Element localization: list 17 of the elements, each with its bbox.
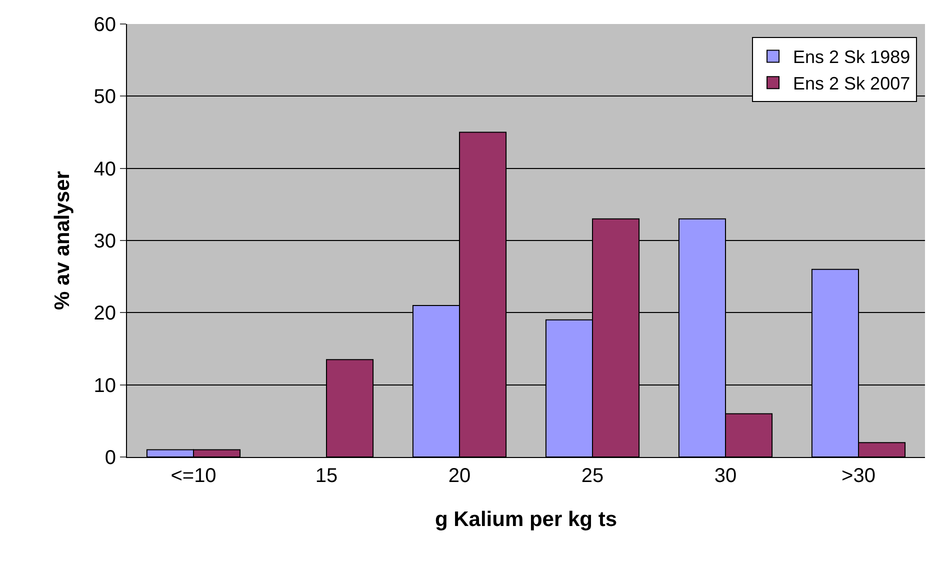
x-tick-label: <=10 [170, 465, 216, 487]
x-tick-label: 30 [714, 465, 737, 487]
x-tick-label: 25 [581, 465, 604, 487]
y-tick-label: 40 [94, 158, 116, 180]
y-axis-title: % av analyser [50, 171, 74, 310]
x-tick-label: >30 [842, 465, 876, 487]
x-tick-label: 15 [315, 465, 338, 487]
legend-label: Ens 2 Sk 2007 [793, 74, 910, 94]
y-tick-label: 30 [94, 230, 116, 252]
y-tick-label: 20 [94, 302, 116, 325]
y-tick-label: 10 [94, 374, 116, 397]
y-tick-label: 0 [104, 447, 116, 469]
y-tick-label: 60 [94, 14, 116, 36]
x-tick-label: 20 [448, 465, 471, 487]
legend-label: Ens 2 Sk 1989 [793, 47, 910, 68]
x-axis-title: g Kalium per kg ts [434, 508, 618, 532]
y-tick-label: 50 [94, 86, 116, 108]
